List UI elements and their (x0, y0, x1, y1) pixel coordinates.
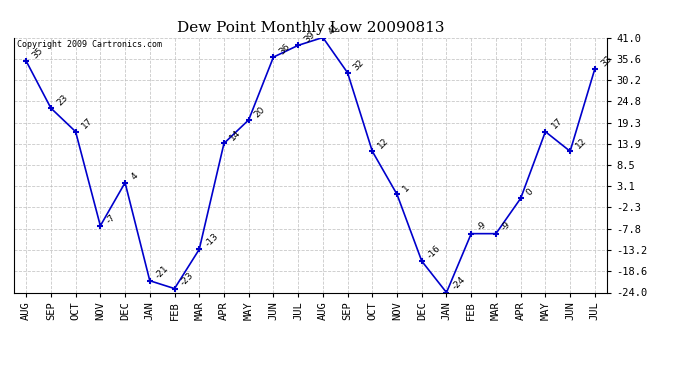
Text: 17: 17 (80, 116, 95, 131)
Text: 17: 17 (549, 116, 564, 131)
Text: 1: 1 (401, 183, 412, 194)
Text: 4: 4 (129, 171, 139, 182)
Text: 39: 39 (302, 30, 317, 45)
Title: Dew Point Monthly Low 20090813: Dew Point Monthly Low 20090813 (177, 21, 444, 35)
Text: 33: 33 (599, 54, 613, 68)
Text: -9: -9 (500, 220, 513, 233)
Text: Copyright 2009 Cartronics.com: Copyright 2009 Cartronics.com (17, 40, 161, 49)
Text: 12: 12 (377, 136, 391, 150)
Text: 36: 36 (277, 42, 292, 56)
Text: -24: -24 (451, 275, 467, 292)
Text: -7: -7 (104, 212, 117, 225)
Text: -16: -16 (426, 243, 443, 260)
Text: 41: 41 (327, 22, 342, 37)
Text: 23: 23 (55, 93, 70, 107)
Text: 20: 20 (253, 105, 267, 119)
Text: 0: 0 (525, 187, 535, 198)
Text: 14: 14 (228, 128, 243, 142)
Text: 35: 35 (30, 46, 45, 60)
Text: 32: 32 (352, 58, 366, 72)
Text: -23: -23 (179, 271, 195, 288)
Text: -13: -13 (204, 232, 220, 249)
Text: 12: 12 (574, 136, 589, 150)
Text: -21: -21 (154, 263, 170, 280)
Text: -9: -9 (475, 220, 488, 233)
